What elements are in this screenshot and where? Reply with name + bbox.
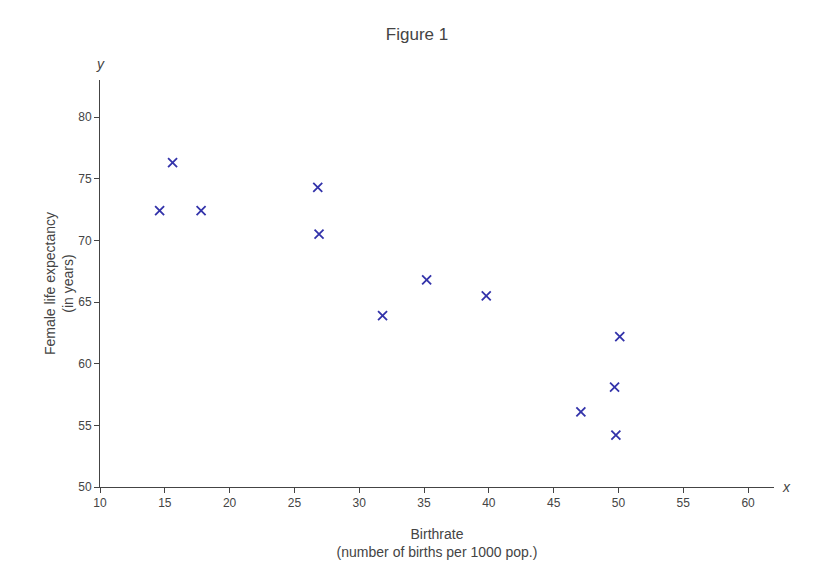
svg-text:80: 80 xyxy=(78,110,92,124)
svg-text:30: 30 xyxy=(353,496,367,510)
svg-text:10: 10 xyxy=(93,496,107,510)
svg-text:25: 25 xyxy=(288,496,302,510)
svg-text:20: 20 xyxy=(223,496,237,510)
svg-text:Female life expectancy(in year: Female life expectancy(in years) xyxy=(42,212,76,355)
svg-text:40: 40 xyxy=(482,496,496,510)
svg-text:Figure 1: Figure 1 xyxy=(386,25,448,44)
svg-text:55: 55 xyxy=(78,419,92,433)
svg-text:70: 70 xyxy=(78,234,92,248)
svg-text:15: 15 xyxy=(158,496,172,510)
svg-text:50: 50 xyxy=(78,480,92,494)
svg-text:55: 55 xyxy=(677,496,691,510)
svg-text:65: 65 xyxy=(78,295,92,309)
svg-text:y: y xyxy=(96,56,105,72)
svg-text:Birthrate(number of births per: Birthrate(number of births per 1000 pop.… xyxy=(337,526,538,560)
svg-text:60: 60 xyxy=(741,496,755,510)
svg-text:35: 35 xyxy=(417,496,431,510)
svg-text:45: 45 xyxy=(547,496,561,510)
svg-text:x: x xyxy=(782,479,791,495)
svg-text:60: 60 xyxy=(78,357,92,371)
svg-text:50: 50 xyxy=(612,496,626,510)
svg-text:75: 75 xyxy=(78,172,92,186)
